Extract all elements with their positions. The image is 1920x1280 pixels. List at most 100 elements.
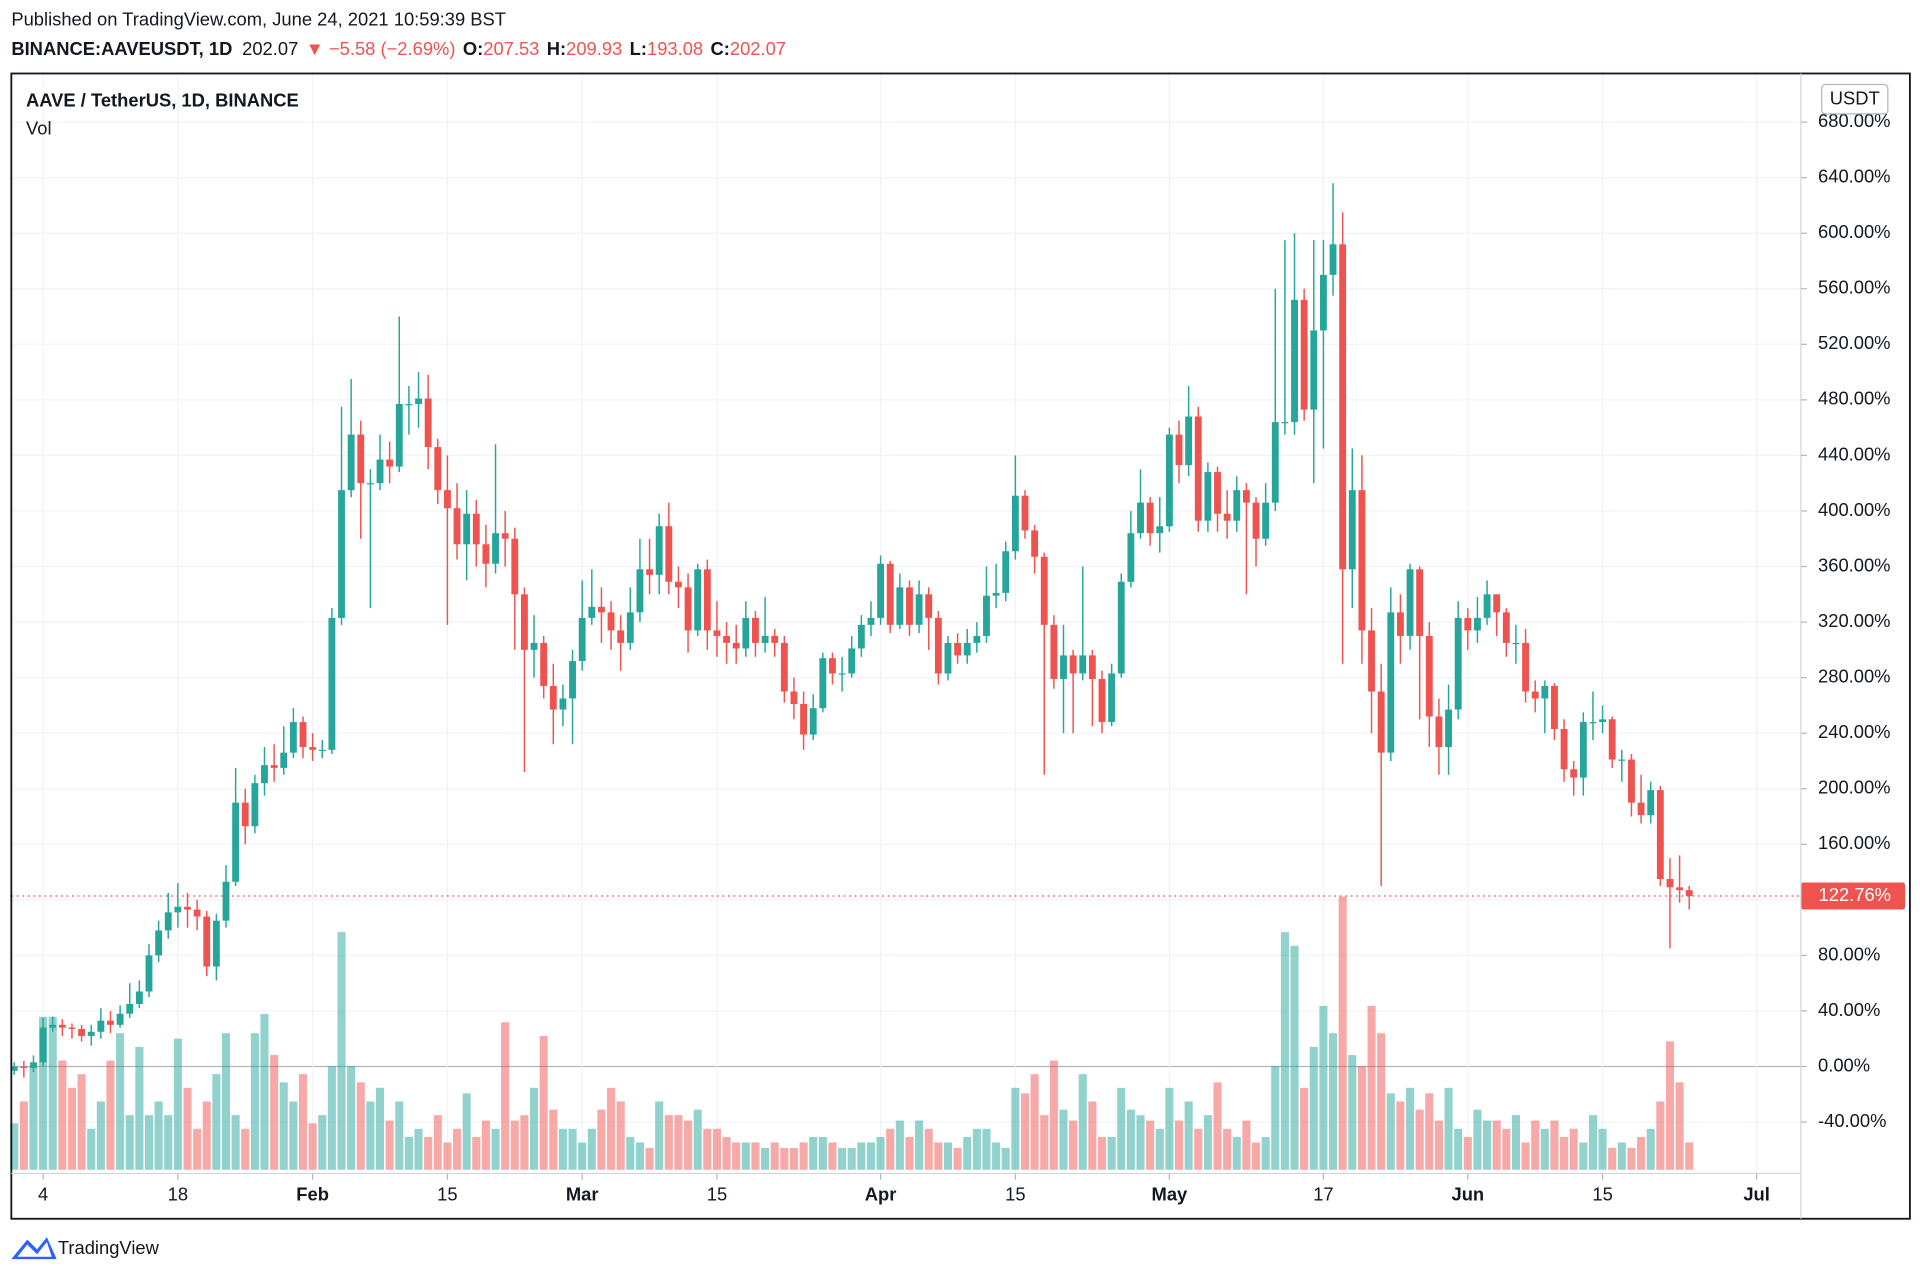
candle-body [376,459,384,484]
candle-body [703,569,711,631]
volume-bar [520,1115,529,1170]
candle-body [1358,490,1366,631]
volume-bar [674,1115,683,1170]
candle-body [39,1027,47,1063]
candle-body [492,533,499,564]
candle-body [193,909,201,917]
volume-bar [298,1074,308,1170]
candle-body [1551,685,1558,730]
candle-body [472,513,480,545]
candle-body [665,526,673,582]
volume-bar [501,1022,510,1170]
candle-body [520,594,528,650]
candle-body [1339,244,1347,570]
candle-body [607,612,615,631]
open-label: O: [463,38,483,59]
candle-body [636,569,644,613]
volume-bar [1579,1142,1588,1170]
volume-bar [982,1128,991,1170]
currency-box[interactable] [1821,83,1889,115]
last-price-tag [1800,882,1905,910]
volume-bar [58,1060,67,1170]
volume-bar [895,1120,904,1170]
candle-body [675,581,682,588]
candle-body [1666,879,1674,888]
x-tick-label: 15 [707,1183,727,1204]
candle-body [1387,612,1395,753]
volume-bar [616,1101,625,1170]
candle-body [126,1003,134,1014]
candle-body [915,594,923,625]
candle-body [771,635,779,643]
x-tick-label: Apr [865,1183,897,1204]
volume-bar [1117,1087,1126,1170]
y-tick-label: 360.00% [1818,554,1890,575]
volume-bar [530,1087,539,1170]
candle-body [790,691,798,705]
y-tick-label: 520.00% [1818,332,1890,353]
volume-bar [1425,1093,1434,1170]
open-value: 207.53 [483,38,539,59]
y-tick-label: 320.00% [1818,610,1890,631]
volume-bar [780,1147,789,1170]
volume-bar [183,1087,192,1170]
candle-body [203,916,211,967]
candle-body [1656,790,1664,880]
volume-bar [337,932,346,1170]
volume-bar [1598,1128,1607,1170]
volume-bar [443,1142,452,1170]
volume-bar [289,1101,298,1170]
y-tick-label: -40.00% [1818,1110,1886,1131]
candle-body [588,606,596,618]
chart-title: AAVE / TetherUS, 1D, BINANCE [26,90,299,111]
candle-body [530,642,538,650]
candle-body [761,635,769,643]
candle-body [116,1013,124,1025]
x-tick-label: 15 [1592,1183,1612,1204]
volume-bar [308,1123,317,1170]
candle-body [1175,434,1183,466]
x-tick-label: Jul [1743,1183,1770,1204]
volume-bar [241,1128,250,1170]
candle-body [434,447,442,491]
volume-bar [1300,1087,1309,1170]
volume-bar [1396,1101,1405,1170]
candle-body [1483,594,1491,618]
volume-bar [1251,1142,1261,1170]
frame [10,72,1911,1220]
candle-body [1579,722,1587,778]
volume-bar [722,1136,731,1170]
low-value: 193.08 [647,38,703,59]
volume-bar [270,1055,279,1170]
candle-body [1454,617,1462,710]
candle-body [395,404,403,467]
candle-body [443,490,451,509]
candle-body [415,398,422,405]
volume-bar [347,1065,356,1170]
candle-body [184,906,191,910]
candle-body [1194,416,1202,521]
volume-bar [231,1115,240,1170]
candle-body [944,642,952,674]
volume-bar [1271,1065,1280,1170]
candle-body [1233,490,1241,521]
candle-body [270,765,278,768]
candle-body [1589,722,1597,724]
candle-body [357,434,365,484]
candle-body [328,617,336,750]
volume-bar [1685,1142,1694,1170]
candle-body [78,1028,86,1036]
volume-bar [481,1120,490,1170]
candle-body [1271,422,1279,503]
volume-bar [664,1115,673,1170]
volume-bar [154,1101,163,1170]
candle-body [559,698,567,710]
candle-body [1647,790,1655,816]
currency[interactable]: USDT [1830,88,1880,109]
candle-body [1310,330,1318,410]
volume-bar [1357,1065,1366,1170]
volume-bar [366,1101,375,1170]
volume-bar [1627,1147,1636,1170]
volume-bar [1242,1120,1251,1170]
volume-bar [1184,1101,1193,1170]
